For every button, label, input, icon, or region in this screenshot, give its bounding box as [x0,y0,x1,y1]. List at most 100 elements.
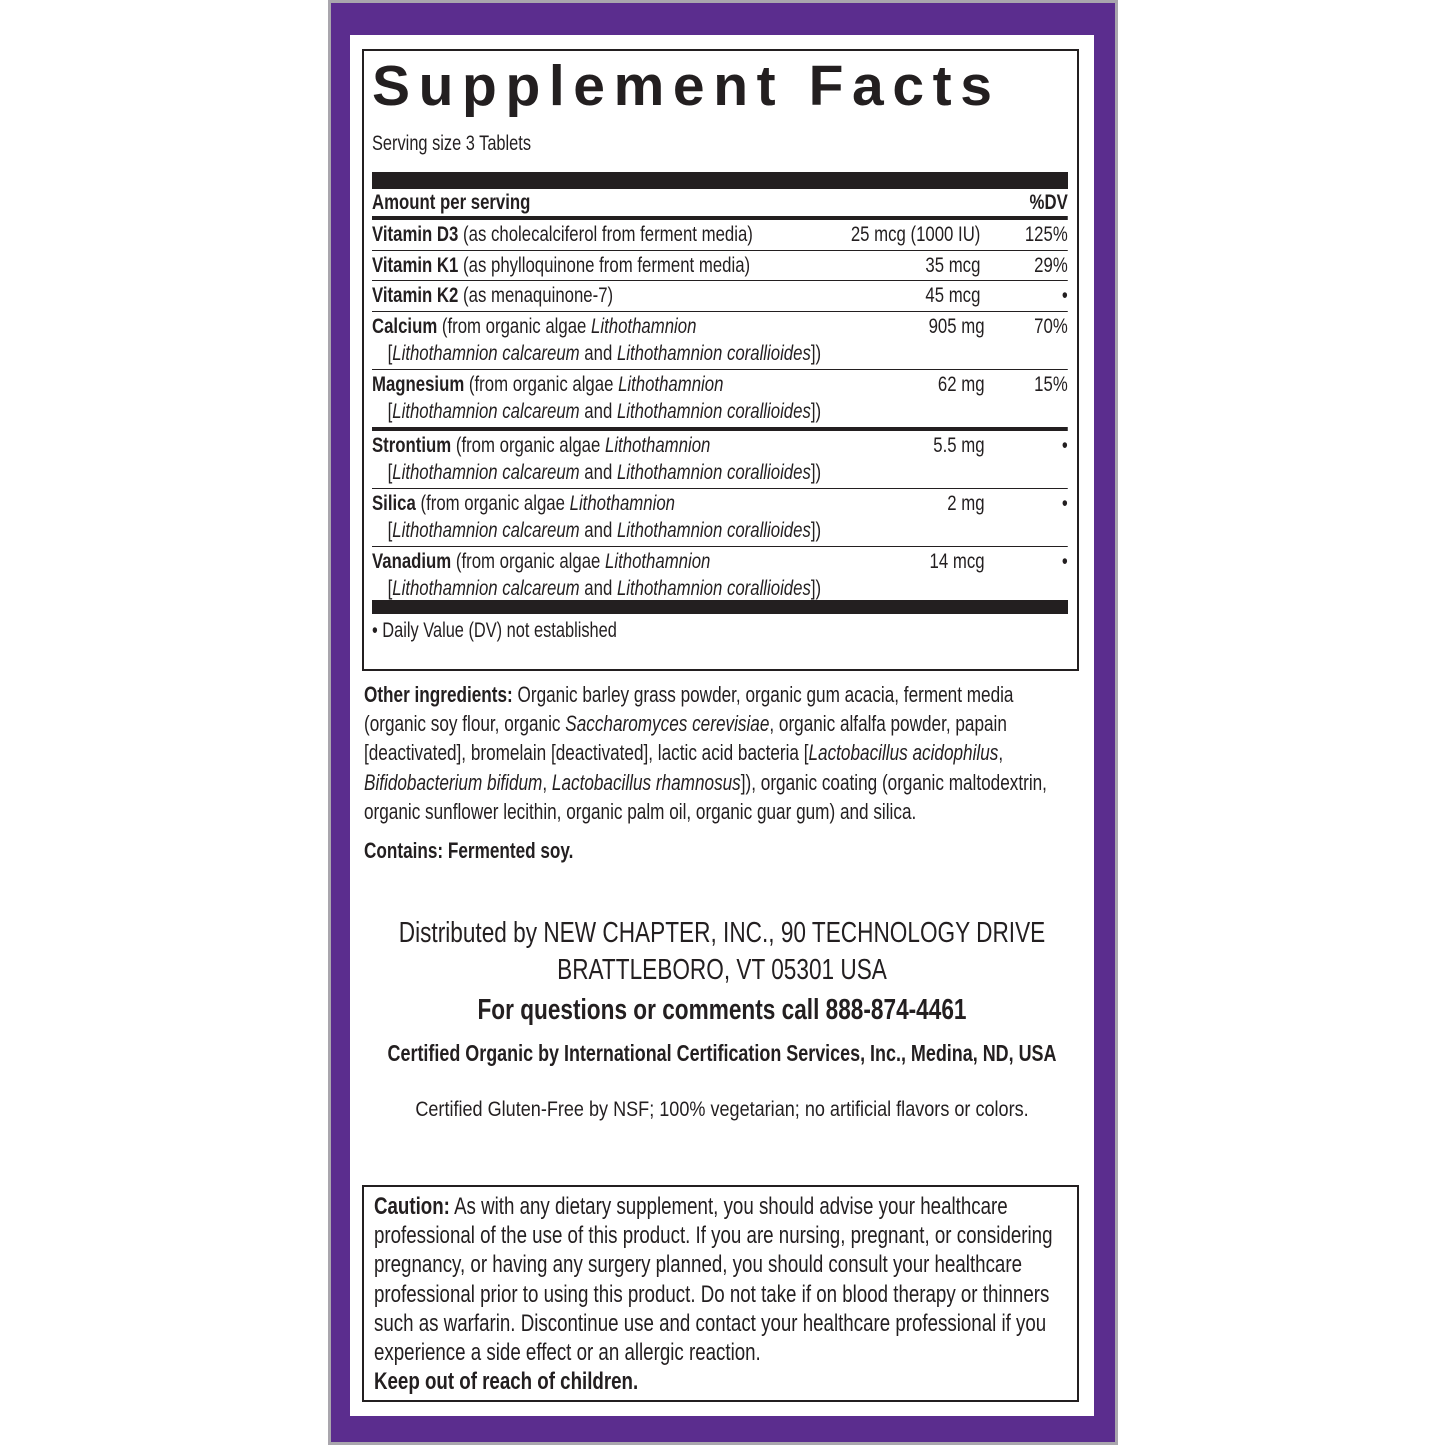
nutrient-amount: 5.5 mg [933,432,985,457]
serving-size: Serving size 3 Tablets [372,132,532,155]
nutrient-row: Silica (from organic algae Lithothamnion… [372,489,1068,547]
gluten-free-statement: Certified Gluten-Free by NSF; 100% veget… [415,1097,1029,1121]
nutrient-dv: • [1061,548,1068,573]
nutrient-source-text: (as phylloquinone from ferment media) [458,252,751,277]
nutrient-dv: • [1061,432,1068,457]
supplement-facts-box [362,49,1079,671]
nutrient-description-line: Strontium (from organic algae Lithothamn… [372,432,821,460]
nutrient-name: Vitamin D3 [372,222,459,246]
dv-footnote: • Daily Value (DV) not established [372,619,617,642]
nutrient-source-text: Lithothamnion [569,490,675,515]
nutrient-source-text: (from organic algae [415,490,570,515]
nutrient-name-cell: Vanadium (from organic algae Lithothamni… [372,548,821,603]
nutrient-row: Strontium (from organic algae Lithothamn… [372,431,1068,489]
ingredient-text: Organic barley grass powder, organic gum… [364,682,1014,737]
other-ingredients: Other ingredients: Organic barley grass … [364,680,1075,826]
amount-per-serving-label: Amount per serving [372,190,531,214]
nutrient-source-text: Lithothamnion [605,432,711,457]
nutrient-amount: 62 mg [937,371,985,396]
nutrient-amount: 2 mg [947,490,985,515]
nutrient-source-text: and [579,341,617,365]
nutrient-name: Vitamin K1 [372,252,459,277]
nutrient-description-line: [Lithothamnion calcareum and Lithothamni… [372,459,821,487]
nutrient-source-text: ]) [810,341,822,365]
nutrient-description-line: Vanadium (from organic algae Lithothamni… [372,548,821,576]
nutrient-amount: 14 mcg [929,548,985,573]
nutrient-description-line: Magnesium (from organic algae Lithothamn… [372,371,821,399]
nutrient-row: Vitamin K2 (as menaquinone-7) 45 mcg • [372,281,1068,312]
caution-text: Caution: As with any dietary supplement,… [374,1192,1068,1396]
nutrient-row: Calcium (from organic algae Lithothamnio… [372,312,1068,370]
thick-divider-top [372,172,1068,189]
nutrient-dv: 29% [1034,252,1068,277]
certified-organic: Certified Organic by International Certi… [387,1040,1057,1066]
caution-body: As with any dietary supplement, you shou… [374,1193,1053,1367]
nutrient-source-text: ]) [810,460,822,484]
caution-box [362,1185,1079,1402]
nutrient-source-text: (from organic algae [451,432,606,457]
nutrient-source-text: ]) [810,576,822,600]
nutrient-source-text: [ [387,518,393,542]
nutrient-name: Calcium [372,313,438,338]
nutrient-name-cell: Vitamin K1 (as phylloquinone from fermen… [372,252,809,280]
nutrient-source-text: [ [387,576,393,600]
nutrient-source-text: ]) [810,518,822,542]
nutrient-name: Strontium [372,432,452,457]
nutrient-amount: 45 mcg [925,283,981,307]
nutrient-source-text: Lithothamnion corallioides [616,399,811,423]
ingredient-text: , [998,740,1004,766]
nutrient-source-text: Lithothamnion calcareum [392,460,580,484]
nutrient-source-text: [ [387,399,393,423]
ingredient-text: , organic alfalfa powder, papain [deacti… [364,711,1007,766]
facts-table: Amount per serving %DV Vitamin D3 (as ch… [372,189,1068,604]
nutrient-name: Silica [372,490,416,515]
nutrient-amount: 35 mcg [925,252,981,277]
nutrient-amount: 905 mg [928,313,985,338]
nutrient-row: Vitamin K1 (as phylloquinone from fermen… [372,251,1068,281]
other-ingredients-text: Organic barley grass powder, organic gum… [364,682,1047,824]
nutrient-description-line: Calcium (from organic algae Lithothamnio… [372,313,821,341]
nutrient-name-cell: Vitamin K2 (as menaquinone-7) [372,282,809,310]
nutrient-source-text: ]) [810,399,822,423]
other-ingredients-label: Other ingredients: [364,682,513,707]
table-header: Amount per serving %DV [372,189,1068,220]
nutrient-source-text: Lithothamnion corallioides [616,576,811,600]
table-rows: Vitamin D3 (as cholecalciferol from ferm… [372,220,1068,604]
distributor-line-1: Distributed by NEW CHAPTER, INC., 90 TEC… [398,917,1046,949]
nutrient-row: Magnesium (from organic algae Lithothamn… [372,370,1068,431]
nutrient-source-text: Lithothamnion calcareum [392,399,580,423]
contact-phone: For questions or comments call 888-874-4… [477,994,967,1026]
nutrient-source-text: and [579,399,617,423]
distributor-address: Distributed by NEW CHAPTER, INC., 90 TEC… [359,915,1084,989]
nutrient-name: Vanadium [372,548,452,573]
nutrient-source-text: Lithothamnion [591,313,697,338]
nutrient-amount: 25 mcg (1000 IU) [850,222,981,246]
nutrient-source-text: and [579,518,617,542]
nutrient-row: Vanadium (from organic algae Lithothamni… [372,547,1068,604]
ingredient-text: Lactobacillus rhamnosus [551,769,741,795]
nutrient-description-line: [Lithothamnion calcareum and Lithothamni… [372,398,821,426]
ingredient-text: Saccharomyces cerevisiae [565,711,770,737]
ingredient-text: Bifidobacterium bifidum [364,769,543,795]
nutrient-name-cell: Calcium (from organic algae Lithothamnio… [372,313,821,368]
nutrient-source-text: [ [387,341,393,365]
nutrient-description-line: Vitamin K1 (as phylloquinone from fermen… [372,252,809,280]
ingredient-text: , [542,769,552,795]
nutrient-source-text: Lithothamnion [618,371,724,396]
nutrient-description-line: [Lithothamnion calcareum and Lithothamni… [372,517,821,545]
nutrient-dv: 15% [1034,371,1068,396]
ingredient-text: ]), organic coating (organic maltodextri… [364,769,1047,824]
nutrient-name-cell: Vitamin D3 (as cholecalciferol from ferm… [372,221,809,249]
nutrient-description-line: Vitamin K2 (as menaquinone-7) [372,282,809,310]
allergen-statement: Contains: Fermented soy. [364,838,574,863]
nutrient-dv: • [1061,283,1068,307]
ingredient-text: Lactobacillus acidophilus [808,740,999,766]
nutrient-source-text: (from organic algae [464,371,619,396]
nutrient-name-cell: Magnesium (from organic algae Lithothamn… [372,371,821,426]
nutrient-source-text: (as menaquinone-7) [458,283,614,307]
nutrient-dv: 70% [1034,313,1068,338]
keep-out-of-reach: Keep out of reach of children. [374,1368,639,1396]
nutrient-source-text: (as cholecalciferol from ferment media) [458,222,753,246]
nutrient-description-line: Vitamin D3 (as cholecalciferol from ferm… [372,221,809,249]
nutrient-name: Vitamin K2 [372,283,459,307]
